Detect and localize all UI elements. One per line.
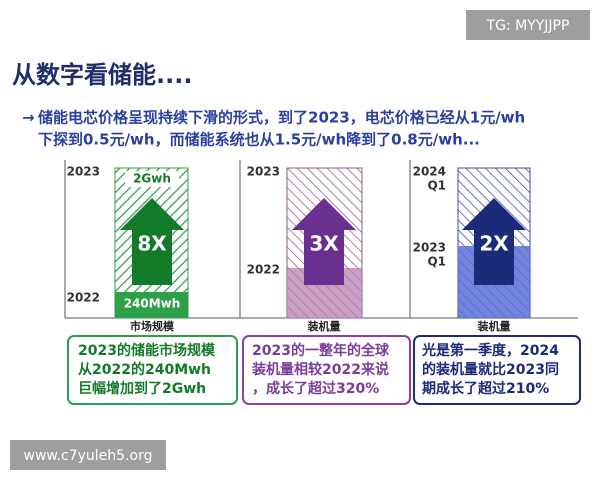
note-box xyxy=(242,335,411,405)
watermark: www.c7yuleh5.org xyxy=(24,448,153,464)
note-box xyxy=(67,335,238,405)
axis-label: 装机量 xyxy=(477,319,511,333)
arrow xyxy=(462,198,526,285)
watermark-box xyxy=(10,440,166,470)
note-line: 巨幅增加到了2Gwh xyxy=(78,380,206,397)
multiplier: 8X xyxy=(137,232,167,256)
title: 从数字看储能.... xyxy=(12,61,192,89)
note-box xyxy=(413,335,581,405)
note-line: 的装机量就比2023同 xyxy=(422,361,559,378)
value-label: 2Gwh xyxy=(133,172,171,186)
year-label: 2023 xyxy=(413,241,446,255)
note-line: 2023的一整年的全球 xyxy=(252,342,390,359)
bar-base xyxy=(115,292,188,318)
multiplier: 2X xyxy=(479,232,509,256)
year-label: 2022 xyxy=(67,291,100,305)
label-bg xyxy=(125,171,179,187)
note-line: ，成长了超过320% xyxy=(252,380,379,397)
year-label: 2023 xyxy=(67,165,100,179)
watermark-box xyxy=(466,10,590,40)
year-label: 2024 xyxy=(413,165,446,179)
multiplier: 3X xyxy=(309,232,339,256)
note-line: 从2022的240Mwh xyxy=(78,361,211,378)
axis-label: 装机量 xyxy=(307,319,341,333)
note-line: 光是第一季度，2024 xyxy=(421,342,559,359)
note-line: 期成长了超过210% xyxy=(422,380,549,397)
bullet-line: 储能电芯价格呈现持续下滑的形式，到了2023，电芯价格已经从1元/wh xyxy=(38,109,525,127)
year-label: 2022 xyxy=(247,263,280,277)
bullet-line: 下探到0.5元/wh，而储能系统也从1.5元/wh降到了0.8元/wh... xyxy=(38,131,480,149)
year-label: Q1 xyxy=(427,179,446,193)
value-label: 240Mwh xyxy=(124,297,181,311)
year-label: Q1 xyxy=(427,255,446,269)
watermark: TG: MYYJJPP xyxy=(486,18,570,34)
bullet-arrow: → xyxy=(22,109,35,127)
arrow xyxy=(292,198,356,285)
year-label: 2023 xyxy=(247,165,280,179)
axis-label: 市场规模 xyxy=(130,319,175,333)
arrow xyxy=(120,198,184,285)
note-line: 装机量相较2022来说 xyxy=(251,361,389,378)
note-line: 2023的储能市场规模 xyxy=(78,342,216,359)
